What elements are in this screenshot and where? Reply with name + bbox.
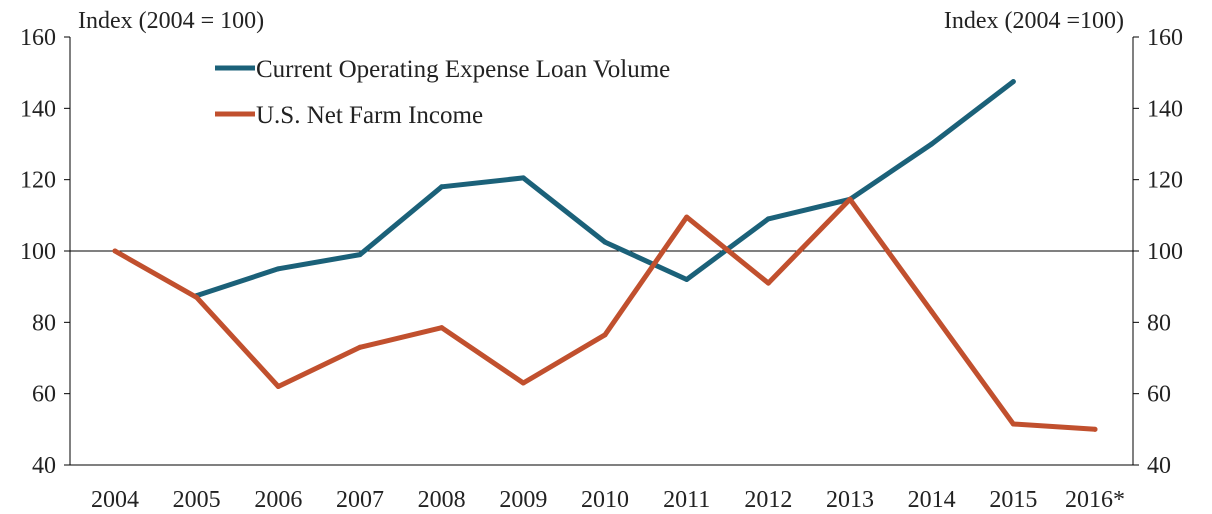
x-tick-label: 2006: [254, 487, 302, 513]
right-tick-label: 60: [1147, 382, 1171, 408]
loan-volume-point: [357, 252, 363, 258]
net-farm-income-point: [929, 309, 935, 315]
x-tick-label: 2015: [989, 487, 1037, 513]
x-tick-label: 2011: [663, 487, 710, 513]
net-farm-income-point: [765, 280, 771, 286]
loan-volume-point: [684, 277, 690, 283]
right-tick-label: 100: [1147, 239, 1183, 265]
legend: Current Operating Expense Loan Volume U.S…: [215, 56, 670, 129]
left-tick-label: 60: [32, 382, 56, 408]
x-tick-label: 2014: [908, 487, 956, 513]
right-tick-label: 160: [1147, 25, 1183, 51]
plot-frame: [69, 37, 1134, 466]
net-farm-income-point: [439, 325, 445, 331]
net-farm-income-line: [112, 196, 1098, 432]
x-axis-ticks: 2004 2005 2006 2007 2008 2009 2010 2011 2012 2013…: [91, 487, 1125, 513]
loan-volume-point: [929, 141, 935, 147]
x-tick-label: 2005: [173, 487, 221, 513]
net-farm-income-point: [112, 248, 118, 254]
legend-label: U.S. Net Farm Income: [256, 102, 483, 129]
left-axis-title: Index (2004 = 100): [78, 8, 264, 34]
loan-volume-point: [439, 184, 445, 190]
x-tick-label: 2012: [744, 487, 792, 513]
net-farm-income-point: [847, 196, 853, 202]
x-tick-label: 2013: [826, 487, 874, 513]
x-tick-label: 2007: [336, 487, 384, 513]
left-tick-label: 80: [32, 310, 56, 336]
left-tick-label: 140: [20, 96, 56, 122]
loan-volume-point: [602, 239, 608, 245]
loan-volume-point: [520, 175, 526, 181]
left-tick-label: 120: [20, 168, 56, 194]
series-layer: [112, 79, 1098, 432]
x-tick-label: 2004: [91, 487, 139, 513]
loan-volume-point: [765, 216, 771, 222]
x-tick-label: 2016*: [1065, 487, 1125, 513]
legend-label: Current Operating Expense Loan Volume: [256, 56, 670, 83]
right-axis-title: Index (2004 =100): [944, 8, 1124, 34]
right-tick-label: 120: [1147, 168, 1183, 194]
loan-volume-point: [1010, 79, 1016, 85]
net-farm-income-point: [1010, 421, 1016, 427]
net-farm-income-point: [602, 332, 608, 338]
right-tick-label: 40: [1147, 453, 1171, 479]
right-tick-label: 140: [1147, 96, 1183, 122]
left-tick-label: 40: [32, 453, 56, 479]
right-tick-label: 80: [1147, 310, 1171, 336]
left-axis-ticks: 40 60 80 100 120 140 160: [20, 25, 70, 479]
net-farm-income-point: [194, 294, 200, 300]
left-tick-label: 100: [20, 239, 56, 265]
x-tick-label: 2009: [499, 487, 547, 513]
net-farm-income-point: [520, 380, 526, 386]
loan-volume-point: [275, 266, 281, 272]
net-farm-income-point: [1092, 426, 1098, 432]
left-tick-label: 160: [20, 25, 56, 51]
net-farm-income-point: [684, 214, 690, 220]
x-tick-label: 2010: [581, 487, 629, 513]
net-farm-income-point: [357, 344, 363, 350]
net-farm-income-point: [275, 384, 281, 390]
x-tick-label: 2008: [418, 487, 466, 513]
right-axis-ticks: 40 60 80 100 120 140 160: [1133, 25, 1183, 479]
